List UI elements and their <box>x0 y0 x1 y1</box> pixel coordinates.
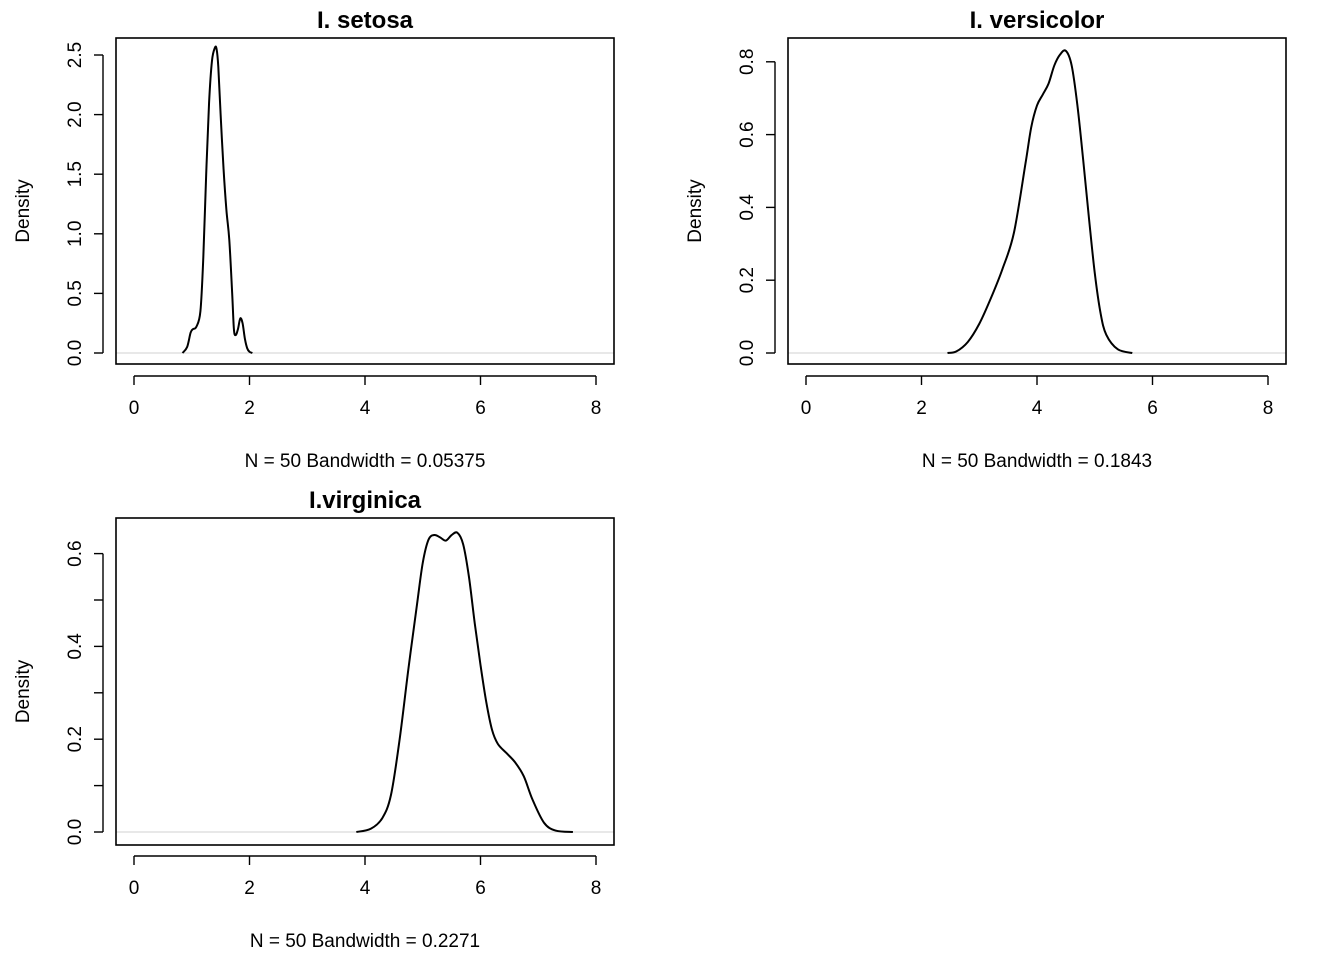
y-axis-label: Density <box>685 179 706 243</box>
y-tick-label: 0.2 <box>737 267 758 293</box>
y-tick-label: 0.0 <box>65 340 86 366</box>
y-tick-label: 0.6 <box>737 121 758 147</box>
panel-1: I. setosa 0 2 4 6 8 N = 50 Bandwidth = 0.05375… <box>13 7 615 472</box>
chart-title: I. setosa <box>317 7 414 34</box>
x-tick-label: 8 <box>591 398 602 419</box>
plot-frame <box>115 517 615 846</box>
y-tick-label: 0.4 <box>737 194 758 221</box>
x-tick-label: 0 <box>129 398 140 419</box>
y-tick-label: 0.6 <box>65 540 86 566</box>
y-tick-label: 0.0 <box>65 819 86 845</box>
x-tick-label: 4 <box>360 878 371 899</box>
y-tick-label: 2.5 <box>65 42 86 68</box>
plot-frame <box>115 37 615 365</box>
x-tick-label: 2 <box>244 398 255 419</box>
x-tick-label: 0 <box>129 878 140 899</box>
x-tick-label: 8 <box>1263 398 1274 419</box>
density-curve <box>356 531 573 833</box>
y-axis-label: Density <box>13 659 34 723</box>
panel-3: I.virginica 0 2 4 6 8 N = 50 Bandwidth = 0.227… <box>13 487 615 952</box>
chart-title: I.virginica <box>309 487 422 514</box>
x-axis-label: N = 50 Bandwidth = 0.05375 <box>245 451 486 472</box>
y-tick-label: 0.2 <box>65 726 86 752</box>
x-axis-label: N = 50 Bandwidth = 0.1843 <box>922 451 1152 472</box>
x-tick-label: 6 <box>475 878 486 899</box>
y-tick-label: 0.8 <box>737 49 758 75</box>
y-tick-label: 0.0 <box>737 340 758 366</box>
density-curve <box>181 45 253 354</box>
y-tick-label: 0.5 <box>65 280 86 306</box>
panel-2: I. versicolor 0 2 4 6 8 N = 50 Bandwidth = 0.1… <box>685 7 1287 472</box>
x-tick-label: 6 <box>1147 398 1158 419</box>
y-tick-label: 1.0 <box>65 221 86 247</box>
y-axis-label: Density <box>13 179 34 243</box>
plot-frame <box>787 37 1287 365</box>
x-tick-label: 4 <box>360 398 371 419</box>
x-tick-label: 0 <box>801 398 812 419</box>
y-tick-label: 1.5 <box>65 161 86 187</box>
density-curve <box>947 49 1133 354</box>
x-tick-label: 4 <box>1032 398 1043 419</box>
x-tick-label: 2 <box>244 878 255 899</box>
x-tick-label: 6 <box>475 398 486 419</box>
x-axis-label: N = 50 Bandwidth = 0.2271 <box>250 931 480 952</box>
chart-title: I. versicolor <box>970 7 1105 34</box>
y-tick-label: 2.0 <box>65 101 86 127</box>
x-tick-label: 2 <box>916 398 927 419</box>
x-tick-label: 8 <box>591 878 602 899</box>
y-tick-label: 0.4 <box>65 633 86 660</box>
